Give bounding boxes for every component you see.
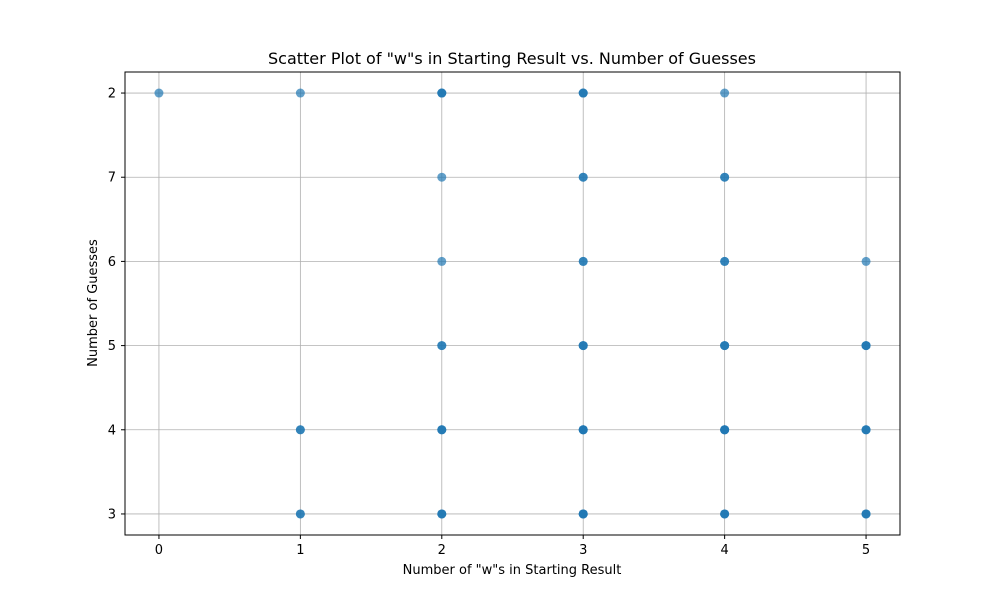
chart-title: Scatter Plot of "w"s in Starting Result …	[268, 49, 756, 68]
scatter-point	[578, 341, 588, 351]
scatter-point	[154, 88, 164, 98]
y-ticks-layer: 3 4 5 6 7 2	[108, 87, 125, 522]
scatter-point	[295, 425, 305, 435]
y-tick-label: 5	[108, 339, 116, 354]
scatter-point	[437, 172, 447, 182]
x-tick-label: 3	[579, 543, 587, 558]
scatter-point	[861, 509, 871, 519]
scatter-point	[720, 425, 730, 435]
scatter-point	[720, 172, 730, 182]
scatter-point	[437, 341, 447, 351]
scatter-point	[578, 509, 588, 519]
scatter-point	[720, 88, 730, 98]
scatter-point	[437, 256, 447, 266]
x-tick-label: 1	[296, 543, 304, 558]
plot-frame	[124, 71, 901, 536]
scatter-point	[578, 256, 588, 266]
x-tick-label: 4	[720, 543, 728, 558]
scatter-point	[861, 341, 871, 351]
x-tick-label: 5	[862, 543, 870, 558]
x-ticks-layer: 0 1 2 3 4 5	[155, 535, 870, 558]
scatter-point	[437, 88, 447, 98]
scatter-point	[295, 509, 305, 519]
scatter-point	[578, 88, 588, 98]
scatter-point	[720, 341, 730, 351]
scatter-point	[861, 425, 871, 435]
scatter-point	[861, 256, 871, 266]
points-layer	[154, 88, 871, 519]
scatter-point	[437, 425, 447, 435]
y-tick-label: 6	[108, 255, 116, 270]
y-tick-label: 2	[108, 87, 116, 102]
scatter-point	[578, 172, 588, 182]
x-tick-label: 0	[155, 543, 163, 558]
y-tick-label: 4	[108, 423, 116, 438]
scatter-point	[720, 256, 730, 266]
scatter-point	[578, 425, 588, 435]
y-tick-label: 7	[108, 171, 116, 186]
x-axis-label: Number of "w"s in Starting Result	[403, 563, 622, 578]
scatter-point	[437, 509, 447, 519]
x-tick-label: 2	[438, 543, 446, 558]
grid-layer	[125, 72, 900, 535]
scatter-point	[720, 509, 730, 519]
scatter-point	[295, 88, 305, 98]
y-axis-label: Number of Guesses	[86, 239, 101, 367]
y-tick-label: 3	[108, 507, 116, 522]
